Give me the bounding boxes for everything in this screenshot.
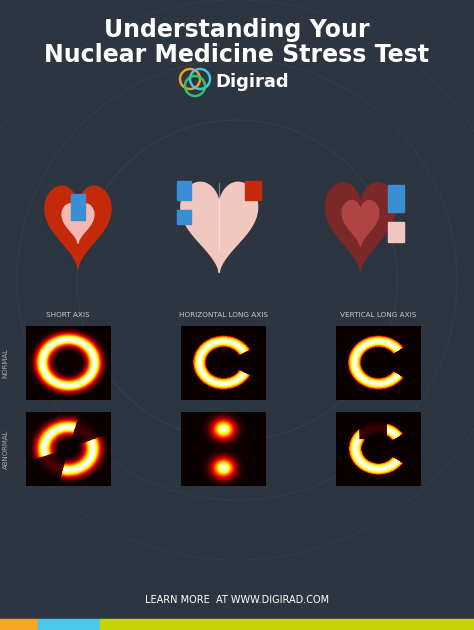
Polygon shape <box>245 181 261 200</box>
Text: Digirad: Digirad <box>215 73 289 91</box>
Bar <box>0 619 38 630</box>
Polygon shape <box>71 193 85 220</box>
Polygon shape <box>45 186 111 268</box>
Polygon shape <box>325 183 396 272</box>
Polygon shape <box>176 210 191 224</box>
Text: ABNORMAL: ABNORMAL <box>3 430 9 469</box>
Polygon shape <box>388 185 404 212</box>
Polygon shape <box>388 222 404 241</box>
Text: Nuclear Medicine Stress Test: Nuclear Medicine Stress Test <box>45 43 429 67</box>
Text: SHORT AXIS: SHORT AXIS <box>46 312 90 318</box>
Polygon shape <box>62 204 94 243</box>
Polygon shape <box>181 182 257 273</box>
Bar <box>100 619 474 630</box>
Text: HORIZONTAL LONG AXIS: HORIZONTAL LONG AXIS <box>179 312 268 318</box>
Polygon shape <box>176 181 191 200</box>
Bar <box>38 619 100 630</box>
Text: NORMAL: NORMAL <box>3 348 9 378</box>
Text: LEARN MORE  AT WWW.DIGIRAD.COM: LEARN MORE AT WWW.DIGIRAD.COM <box>145 595 329 605</box>
Text: Understanding Your: Understanding Your <box>104 18 370 42</box>
Text: VERTICAL LONG AXIS: VERTICAL LONG AXIS <box>339 312 416 318</box>
Polygon shape <box>342 200 379 246</box>
